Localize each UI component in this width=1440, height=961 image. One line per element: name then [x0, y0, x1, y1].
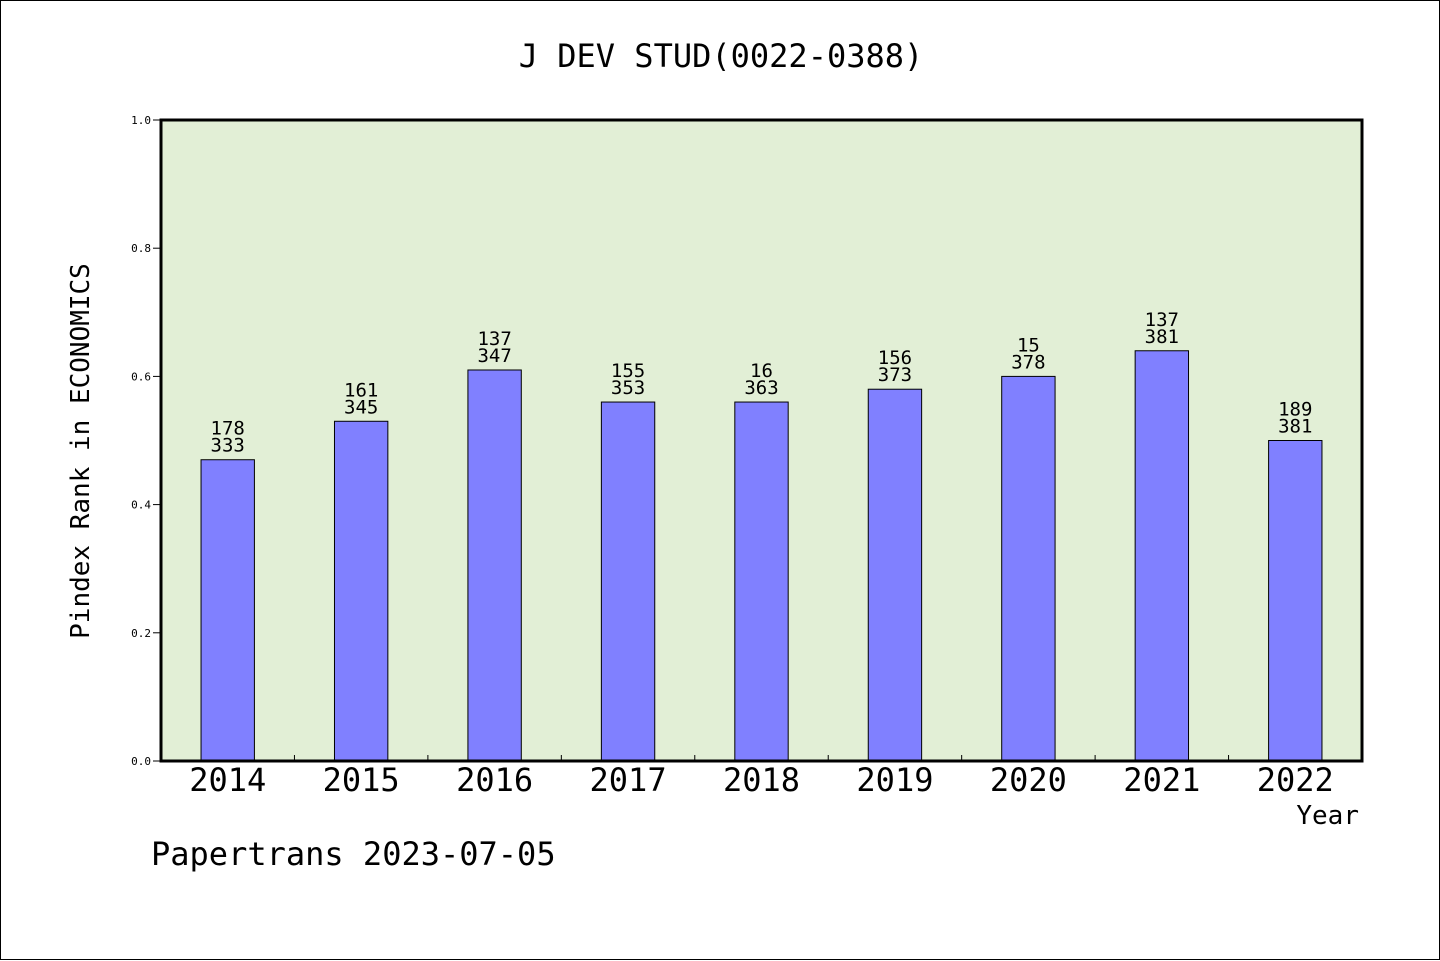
x-tick-label: 2019 [856, 761, 933, 799]
plot-border [159, 118, 1364, 763]
bar-total-label: 373 [878, 364, 912, 386]
x-tick-label: 2015 [323, 761, 400, 799]
bar-total-label: 333 [211, 435, 245, 457]
bar-rank-label: 137 [1145, 309, 1179, 331]
y-tick-label: 0.6 [131, 370, 151, 383]
x-tick-label: 2021 [1123, 761, 1200, 799]
y-tick-label: 0.0 [131, 755, 151, 768]
x-axis-label: Year [1296, 801, 1359, 831]
bar [600, 401, 656, 762]
bar-rank-label: 16 [750, 360, 773, 382]
bar-rank-label: 161 [344, 379, 378, 401]
x-tick-label: 2020 [990, 761, 1067, 799]
bar-rank-label: 178 [211, 418, 245, 440]
x-tick-label: 2016 [456, 761, 533, 799]
footer-text: Papertrans 2023-07-05 [151, 835, 556, 873]
bar-total-label: 381 [1278, 416, 1312, 438]
bar [867, 388, 923, 762]
x-tick-label: 2017 [590, 761, 667, 799]
bar-rank-label: 189 [1278, 399, 1312, 421]
bar-rank-label: 137 [477, 328, 511, 350]
x-tick-label: 2018 [723, 761, 800, 799]
bar [333, 420, 389, 762]
bar [467, 369, 522, 762]
y-tick-label: 1.0 [131, 114, 151, 127]
x-tick-label: 2014 [189, 761, 266, 799]
y-tick-label: 0.4 [131, 499, 151, 512]
bar-rank-label: 155 [611, 360, 645, 382]
bar-total-label: 353 [611, 377, 645, 399]
bar [1134, 350, 1190, 762]
bar [1268, 440, 1323, 762]
y-tick-label: 0.2 [131, 627, 151, 640]
x-tick-label: 2022 [1257, 761, 1334, 799]
bar [200, 459, 255, 762]
bar [1001, 375, 1056, 762]
chart-title: J DEV STUD(0022-0388) [518, 37, 924, 75]
bar-total-label: 347 [477, 345, 511, 367]
bar-total-label: 345 [344, 396, 378, 418]
bar-rank-label: 156 [878, 347, 912, 369]
bar-total-label: 363 [744, 377, 778, 399]
bar [734, 401, 789, 762]
y-axis-label: Pindex Rank in ECONOMICS [66, 263, 96, 639]
bar-rank-label: 15 [1017, 334, 1040, 356]
bar-total-label: 378 [1011, 351, 1045, 373]
y-tick-label: 0.8 [131, 242, 151, 255]
bar-total-label: 381 [1145, 326, 1179, 348]
